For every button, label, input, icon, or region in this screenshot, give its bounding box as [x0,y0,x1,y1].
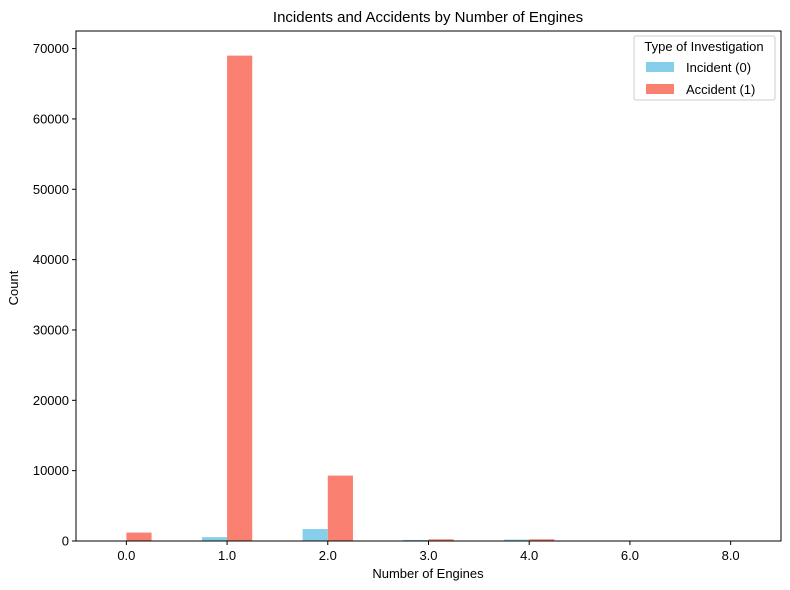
x-tick-label: 8.0 [722,548,740,563]
y-axis-title: Count [6,270,21,305]
bar-accident-1.0 [227,55,253,542]
y-tick-label: 30000 [33,322,69,337]
x-tick-label: 2.0 [319,548,337,563]
bar-incident-3.0 [403,539,429,541]
chart-title: Incidents and Accidents by Number of Eng… [273,9,583,26]
bar-incident-1.0 [201,537,228,541]
legend: Type of Investigation Incident (0) Accide… [633,35,776,101]
legend-swatch-accident [646,84,674,94]
x-tick-label: 3.0 [419,548,437,563]
legend-swatch-incident [646,62,674,72]
x-axis-title: Number of Engines [372,566,484,581]
y-ticks-group: 0 10000 20000 30000 40000 50000 60000 70000 [33,41,76,549]
y-tick-label: 40000 [33,252,69,267]
y-tick-label: 60000 [33,111,69,126]
bar-accident-2.0 [327,475,353,541]
legend-label-incident: Incident (0) [686,60,751,75]
legend-title: Type of Investigation [644,39,763,54]
x-tick-label: 0.0 [117,548,135,563]
plot-frame [75,30,782,542]
bar-incident-2.0 [302,529,328,541]
x-tick-label: 4.0 [520,548,538,563]
bar-incident-4.0 [504,539,530,541]
legend-label-accident: Accident (1) [686,82,755,97]
bar-accident-0.0 [126,532,152,541]
legend-items: Incident (0) Accident (1) [646,60,755,97]
x-ticks-group: 0.0 1.0 2.0 3.0 4.0 6.0 8.0 [117,541,740,563]
y-tick-label: 70000 [33,41,69,56]
bar-accident-3.0 [428,539,454,541]
y-tick-label: 50000 [33,182,69,197]
y-tick-label: 0 [62,534,69,549]
bar-accident-4.0 [529,539,555,541]
bars-group [101,55,756,542]
x-tick-label: 1.0 [218,548,236,563]
x-tick-label: 6.0 [621,548,639,563]
y-tick-label: 10000 [33,463,69,478]
y-tick-label: 20000 [33,393,69,408]
